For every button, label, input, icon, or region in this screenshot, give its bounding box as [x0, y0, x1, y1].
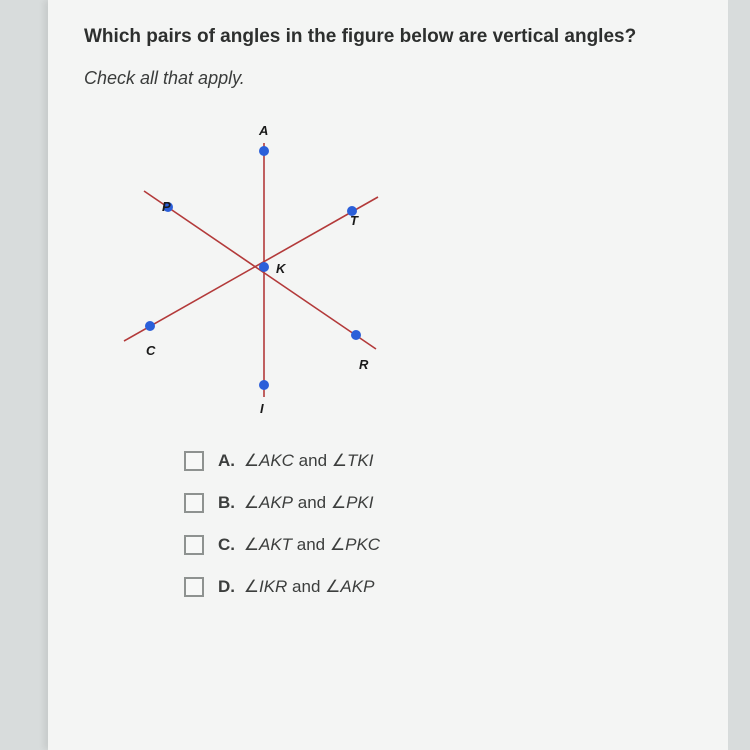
instruction-text: Check all that apply.: [84, 68, 692, 89]
svg-text:T: T: [350, 213, 359, 228]
svg-text:C: C: [146, 343, 156, 358]
svg-text:A: A: [258, 123, 268, 138]
answer-choices: A. ∠AKC and ∠TKI B. ∠AKP and ∠PKI C. ∠AKT …: [184, 451, 692, 597]
svg-text:R: R: [359, 357, 369, 372]
choice-b[interactable]: B. ∠AKP and ∠PKI: [184, 493, 692, 513]
choice-a[interactable]: A. ∠AKC and ∠TKI: [184, 451, 692, 471]
svg-text:P: P: [162, 199, 171, 214]
checkbox-d[interactable]: [184, 577, 204, 597]
checkbox-b[interactable]: [184, 493, 204, 513]
choice-label-d: D. ∠IKR and ∠AKP: [218, 577, 374, 597]
content-panel: Which pairs of angles in the figure belo…: [48, 0, 728, 750]
choice-d[interactable]: D. ∠IKR and ∠AKP: [184, 577, 692, 597]
figure-svg: A I P R C T K: [84, 107, 424, 427]
checkbox-c[interactable]: [184, 535, 204, 555]
choice-label-c: C. ∠AKT and ∠PKC: [218, 535, 380, 555]
svg-text:K: K: [276, 261, 287, 276]
svg-text:I: I: [260, 401, 264, 416]
choice-label-b: B. ∠AKP and ∠PKI: [218, 493, 373, 513]
choice-c[interactable]: C. ∠AKT and ∠PKC: [184, 535, 692, 555]
geometry-figure: A I P R C T K: [84, 107, 424, 427]
question-text: Which pairs of angles in the figure belo…: [84, 26, 692, 48]
checkbox-a[interactable]: [184, 451, 204, 471]
choice-label-a: A. ∠AKC and ∠TKI: [218, 451, 373, 471]
